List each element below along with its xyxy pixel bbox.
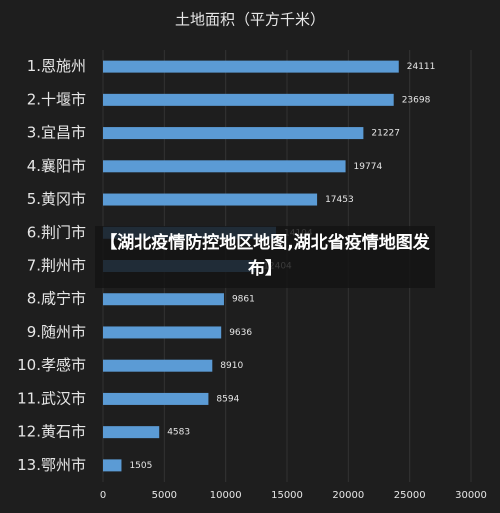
bar [103,160,346,173]
x-tick-label: 5000 [152,490,177,501]
x-tick-label: 20000 [332,490,364,501]
bar [103,392,209,405]
bar [103,459,122,472]
bar [103,60,399,73]
y-tick-label: 7.荆州市 [27,257,86,275]
bar [103,127,364,140]
y-tick-label: 4.襄阳市 [27,157,86,175]
value-label: 17453 [325,195,354,205]
y-tick-label: 11.武汉市 [17,389,86,407]
x-tick-label: 0 [100,490,106,501]
y-tick-label: 10.孝感市 [17,356,86,374]
value-label: 4583 [167,428,190,438]
value-label: 8910 [220,361,243,371]
chart-title: 土地面积（平方千米） [175,11,325,29]
x-tick-label: 15000 [271,490,303,501]
bar [103,93,394,106]
y-tick-label: 9.随州市 [27,323,86,341]
y-tick-label: 12.黄石市 [17,423,86,441]
x-tick-label: 30000 [455,490,487,501]
value-label: 8594 [216,394,239,404]
y-tick-label: 3.宜昌市 [27,124,86,142]
value-label: 23698 [402,95,431,105]
value-label: 9861 [232,295,255,305]
bar [103,326,222,339]
y-tick-label: 1.恩施州 [27,57,86,75]
y-tick-label: 8.咸宁市 [27,290,86,308]
y-tick-label: 5.黄冈市 [27,190,86,208]
value-label: 9636 [229,328,252,338]
bar [103,193,318,206]
value-label: 19774 [354,162,383,172]
caption: 【湖北疫情防控地区地图,湖北省疫情地图发布】 [95,226,435,288]
value-label: 24111 [407,62,436,72]
bar [103,359,213,372]
value-label: 21227 [371,129,400,139]
y-tick-label: 13.鄂州市 [17,456,86,474]
x-tick-label: 25000 [394,490,426,501]
y-tick-label: 2.十堰市 [27,90,86,108]
value-label: 1505 [129,461,152,471]
bar [103,426,160,439]
x-tick-label: 10000 [210,490,242,501]
bar [103,293,224,306]
y-tick-label: 6.荆门市 [27,223,86,241]
